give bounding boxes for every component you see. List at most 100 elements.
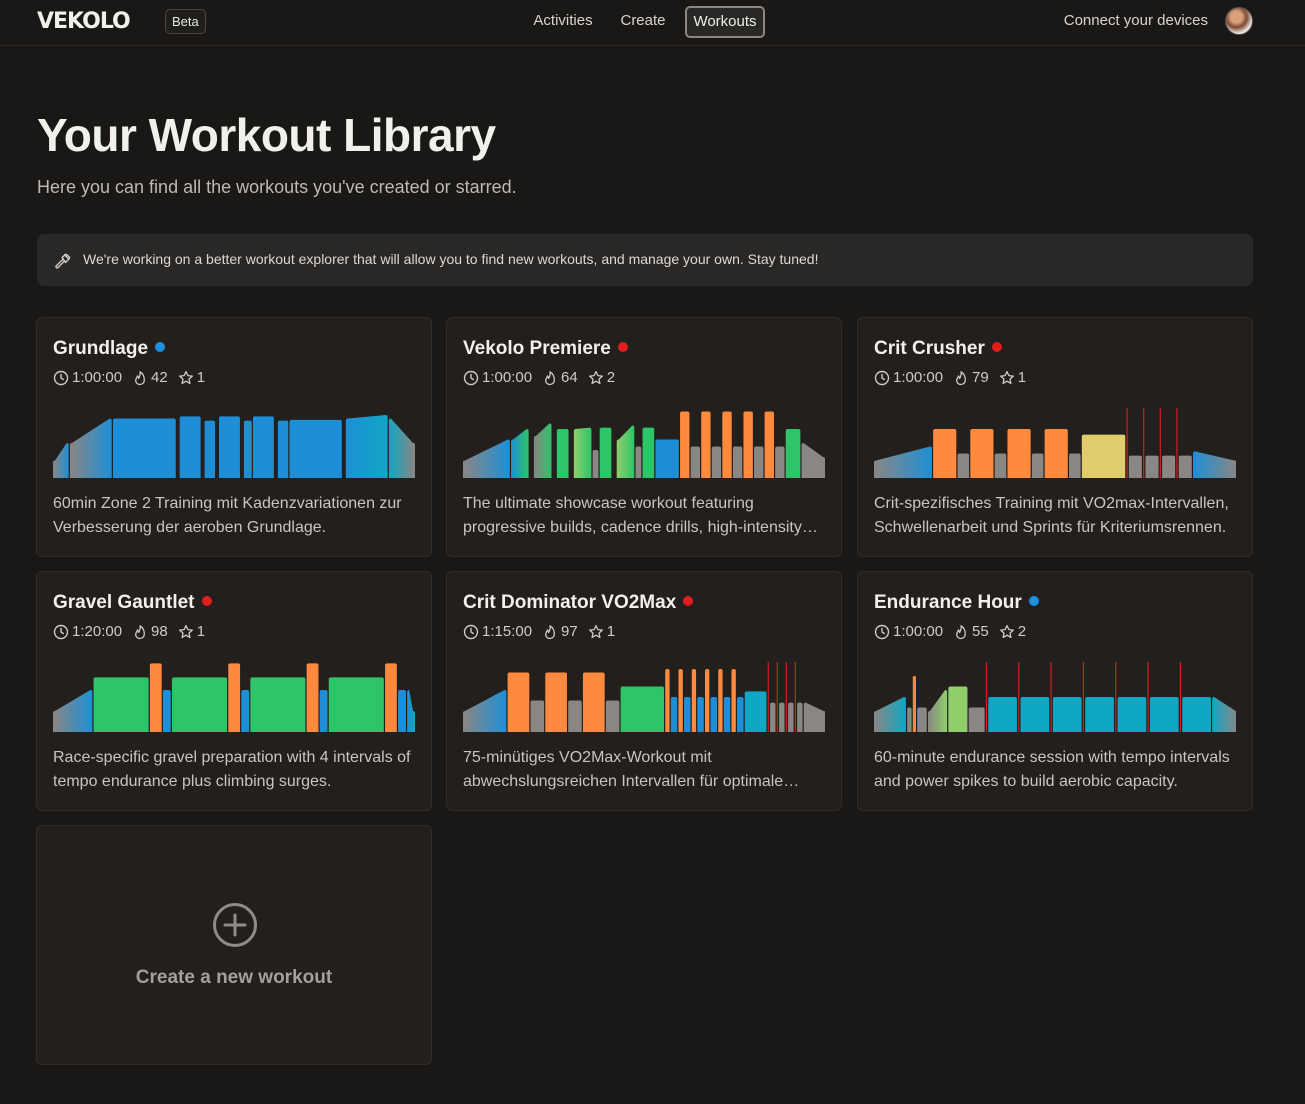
workout-segment <box>1085 697 1114 732</box>
workout-card[interactable]: Crit Dominator VO2Max 1:15:00 97 1 75-minüti… <box>446 571 842 811</box>
hammer-icon <box>55 253 71 269</box>
workout-segment <box>957 453 970 478</box>
workout-segment <box>710 697 718 732</box>
workout-meta: 1:20:00 98 1 <box>53 622 205 642</box>
workout-stars: 2 <box>606 369 616 386</box>
workout-card[interactable]: Vekolo Premiere 1:00:00 64 2 The ultimate sh… <box>446 317 842 557</box>
workout-segment <box>764 411 774 478</box>
star-icon[interactable] <box>178 624 194 640</box>
workout-description-text: 75-minütiges VO2Max-Workout mit abwechsl… <box>463 749 784 790</box>
workout-segment <box>1192 451 1236 478</box>
clock-icon <box>53 624 69 640</box>
workout-segment <box>582 672 605 732</box>
star-icon[interactable] <box>178 370 194 386</box>
workout-segment <box>642 427 655 478</box>
workout-description: The ultimate showcase workout featuring … <box>463 492 829 540</box>
workout-segment <box>801 443 825 478</box>
workout-segment <box>912 676 916 732</box>
flame-icon <box>135 371 145 386</box>
workout-segment <box>1020 697 1050 732</box>
create-workout-card[interactable]: Create a new workout <box>36 825 432 1065</box>
workout-segment <box>179 416 201 478</box>
workout-segment <box>737 697 744 732</box>
workout-segment <box>785 429 801 478</box>
nav-activities[interactable]: Activities <box>533 12 593 29</box>
workout-segment <box>785 662 787 732</box>
workout-segment <box>927 690 948 732</box>
workout-segment <box>874 697 906 732</box>
workout-duration: 1:00:00 <box>72 369 123 386</box>
workout-segment <box>665 669 670 732</box>
workout-title-text: Gravel Gauntlet <box>53 592 195 613</box>
workout-duration: 1:15:00 <box>482 623 533 640</box>
workout-segment <box>1178 455 1192 478</box>
workout-segment <box>1031 453 1044 478</box>
workout-segment <box>545 672 567 732</box>
workout-stars: 2 <box>1017 623 1027 640</box>
workout-segment <box>385 663 397 732</box>
flame-icon <box>956 625 966 640</box>
workout-segment <box>1069 453 1081 478</box>
workout-segment <box>1145 455 1159 478</box>
workout-segment <box>690 446 701 478</box>
workout-profile-chart <box>874 662 1236 732</box>
workout-segment <box>507 672 530 732</box>
workout-segment <box>948 686 968 732</box>
workout-meta: 1:15:00 97 1 <box>463 622 615 642</box>
workout-intensity: 98 <box>151 623 168 640</box>
connect-devices-link[interactable]: Connect your devices <box>1063 12 1208 29</box>
workout-card[interactable]: Endurance Hour 1:00:00 55 2 60-minute endura… <box>857 571 1253 811</box>
workout-segment <box>1162 455 1176 478</box>
workout-duration: 1:00:00 <box>893 369 944 386</box>
star-icon[interactable] <box>588 624 604 640</box>
star-icon[interactable] <box>999 624 1015 640</box>
workout-card[interactable]: Gravel Gauntlet 1:20:00 98 1 Race-specific g… <box>36 571 432 811</box>
workout-type-dot <box>617 342 628 352</box>
workout-segment <box>635 446 642 478</box>
vekolo-logo[interactable]: VEKOLO <box>37 9 131 34</box>
workout-meta: 1:00:00 64 2 <box>463 368 615 388</box>
star-icon[interactable] <box>999 370 1015 386</box>
workout-profile-chart <box>53 663 415 732</box>
user-avatar[interactable] <box>1225 7 1253 35</box>
workout-stars: 1 <box>196 369 206 386</box>
workout-segment <box>149 663 162 732</box>
workout-title-text: Vekolo Premiere <box>463 338 611 359</box>
workout-description-text: Race-specific gravel preparation with 4 … <box>53 749 411 790</box>
workout-duration: 1:00:00 <box>893 623 944 640</box>
workout-card[interactable]: Crit Crusher 1:00:00 79 1 Crit-spezifisches … <box>857 317 1253 557</box>
workout-description: Crit-spezifisches Training mit VO2max-In… <box>874 492 1240 540</box>
workout-segment <box>252 416 274 478</box>
workout-segment <box>803 702 825 732</box>
workout-segment <box>1126 408 1128 478</box>
workout-type-dot <box>991 342 1002 352</box>
workout-card[interactable]: Grundlage 1:00:00 42 1 60min Zone 2 Training… <box>36 317 432 557</box>
workout-description: 60-minute endurance session with tempo i… <box>874 746 1240 794</box>
workout-segment <box>767 662 769 732</box>
clock-icon <box>53 370 69 386</box>
workout-segment <box>731 669 736 732</box>
workout-segment <box>388 418 415 478</box>
nav-workouts[interactable]: Workouts <box>685 6 765 38</box>
clock-icon <box>463 624 479 640</box>
workout-segment <box>704 669 710 732</box>
workout-segment <box>1179 662 1182 732</box>
workout-segment <box>770 702 776 732</box>
star-icon[interactable] <box>588 370 604 386</box>
workout-stars: 1 <box>1017 369 1027 386</box>
workout-segment <box>691 669 697 732</box>
workout-description-text: 60-minute endurance session with tempo i… <box>874 749 1230 790</box>
workout-segment <box>573 427 592 478</box>
workout-segment <box>328 677 384 732</box>
workout-segment <box>289 419 342 478</box>
workout-type-dot <box>683 596 694 606</box>
workout-title: Endurance Hour <box>874 592 1039 614</box>
nav-create[interactable]: Create <box>620 12 666 29</box>
workout-meta: 1:00:00 55 2 <box>874 622 1026 642</box>
workout-segment <box>463 690 507 732</box>
workout-segment <box>243 420 252 478</box>
clock-icon <box>874 624 890 640</box>
workout-segment <box>655 439 679 478</box>
workout-segment <box>775 446 785 478</box>
workout-intensity: 55 <box>972 623 989 640</box>
